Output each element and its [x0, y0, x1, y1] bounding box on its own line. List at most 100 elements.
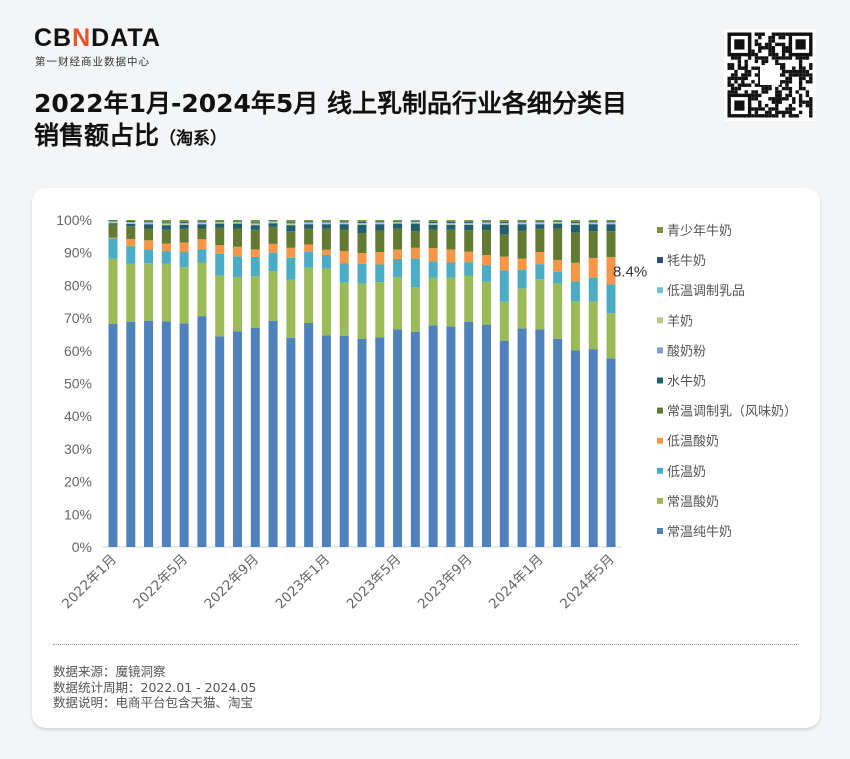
bar-segment-9: [446, 221, 456, 223]
bar-segment-10: [339, 220, 349, 222]
legend-label: 酸奶粉: [667, 344, 706, 359]
bar-segment-2: [606, 284, 616, 314]
bar-segment-3: [215, 245, 225, 254]
bar-segment-2: [268, 252, 278, 272]
bar-segment-2: [197, 249, 207, 263]
bar-segment-2: [357, 263, 367, 284]
bar-segment-0: [588, 349, 598, 547]
x-tick-label: 2024年1月: [486, 552, 547, 613]
bar-segment-2: [393, 258, 403, 278]
bar-segment-4: [286, 231, 296, 248]
bar-segment-2: [428, 261, 438, 278]
bar-segment-5: [161, 225, 171, 230]
bar-segment-2: [482, 265, 491, 282]
bar-segment-2: [250, 256, 260, 277]
bar-segment-7: [304, 222, 314, 224]
bar-segment-4: [482, 230, 491, 255]
bar-segment-10: [410, 220, 420, 221]
footer-notes: 数据来源：魔镜洞察 数据统计周期：2022.01 - 2024.05 数据说明：…: [53, 664, 256, 711]
bar-segment-10: [570, 220, 580, 222]
bar-segment-5: [268, 223, 278, 227]
bar-segment-5: [339, 224, 349, 230]
bar-segment-8: [464, 222, 474, 224]
bar-segment-0: [304, 323, 314, 547]
bar-segment-7: [215, 222, 225, 224]
bar-segment-10: [126, 220, 136, 221]
bar-segment-2: [161, 251, 171, 264]
bar-segment-7: [499, 223, 509, 225]
bar-segment-10: [517, 220, 527, 222]
bar-segment-7: [161, 223, 171, 225]
bar-segment-3: [428, 248, 438, 262]
bar-segment-8: [304, 222, 314, 223]
bar-segment-0: [321, 335, 331, 547]
bar-segment-5: [179, 224, 189, 229]
bar-segment-0: [339, 335, 349, 547]
bar-segment-4: [499, 234, 509, 257]
bar-segment-2: [304, 252, 314, 268]
bar-segment-9: [144, 221, 154, 223]
bar-segment-10: [499, 220, 509, 222]
bar-segment-10: [233, 220, 242, 221]
divider: [53, 644, 797, 645]
bar-segment-1: [321, 268, 331, 336]
bar-segment-2: [570, 281, 580, 302]
bar-segment-8: [482, 222, 491, 223]
bar-segment-5: [428, 224, 438, 230]
bar-segment-10: [304, 220, 314, 222]
bar-segment-4: [464, 230, 474, 252]
bar-segment-0: [428, 325, 438, 547]
title-line-2-suffix: （淘系）: [159, 129, 228, 149]
bar-segment-8: [161, 223, 171, 224]
bar-segment-10: [588, 220, 598, 222]
logo-prefix: CB: [34, 24, 73, 52]
bar-segment-9: [304, 221, 314, 223]
bar-segment-3: [268, 243, 278, 253]
bar-segment-0: [410, 331, 420, 547]
legend-label: 羊奶: [667, 313, 693, 329]
legend-label: 常温酸奶: [667, 495, 719, 510]
bar-segment-3: [321, 249, 331, 255]
bar-segment-0: [517, 328, 527, 547]
bar-segment-5: [357, 224, 367, 234]
bar-segment-3: [482, 254, 491, 266]
legend-label: 常温调制乳（风味奶）: [667, 405, 797, 420]
bar-segment-8: [446, 222, 456, 224]
legend-label: 青少年牛奶: [667, 224, 732, 239]
x-tick-label: 2024年5月: [557, 552, 618, 613]
data-label: 8.4%: [613, 264, 647, 281]
bar-segment-9: [606, 221, 616, 223]
bar-segment-10: [375, 220, 385, 222]
bar-segment-9: [215, 220, 225, 222]
bar-segment-4: [197, 228, 207, 240]
bar-segment-3: [535, 252, 545, 265]
y-tick-label: 20%: [64, 474, 92, 490]
bar-segment-8: [268, 221, 278, 222]
bar-segment-1: [570, 301, 580, 351]
bar-segment-10: [357, 220, 367, 222]
bar-segment-9: [588, 221, 598, 223]
bar-segment-1: [108, 258, 118, 324]
legend-label: 低温奶: [667, 465, 706, 480]
bar-segment-10: [464, 220, 474, 222]
bar-segment-1: [250, 276, 260, 328]
bar-segment-8: [428, 222, 438, 224]
bar-segment-5: [304, 224, 314, 229]
bar-segment-8: [410, 221, 420, 223]
bar-segment-3: [339, 251, 349, 264]
bar-segment-7: [268, 221, 278, 223]
legend-label: 常温纯牛奶: [667, 525, 732, 540]
bar-segment-9: [197, 221, 207, 223]
bar-segment-3: [197, 239, 207, 250]
bar-segment-7: [464, 223, 474, 225]
x-tick-label: 2022年9月: [201, 552, 262, 613]
bar-segment-8: [517, 222, 527, 223]
bar-segment-9: [482, 221, 491, 223]
bar-segment-0: [197, 316, 207, 547]
bar-segment-1: [215, 275, 225, 337]
bar-segment-2: [375, 264, 385, 283]
legend-swatch: [657, 528, 663, 534]
bar-segment-10: [144, 220, 154, 222]
x-tick-label: 2023年5月: [344, 552, 405, 613]
bar-segment-0: [250, 327, 260, 547]
